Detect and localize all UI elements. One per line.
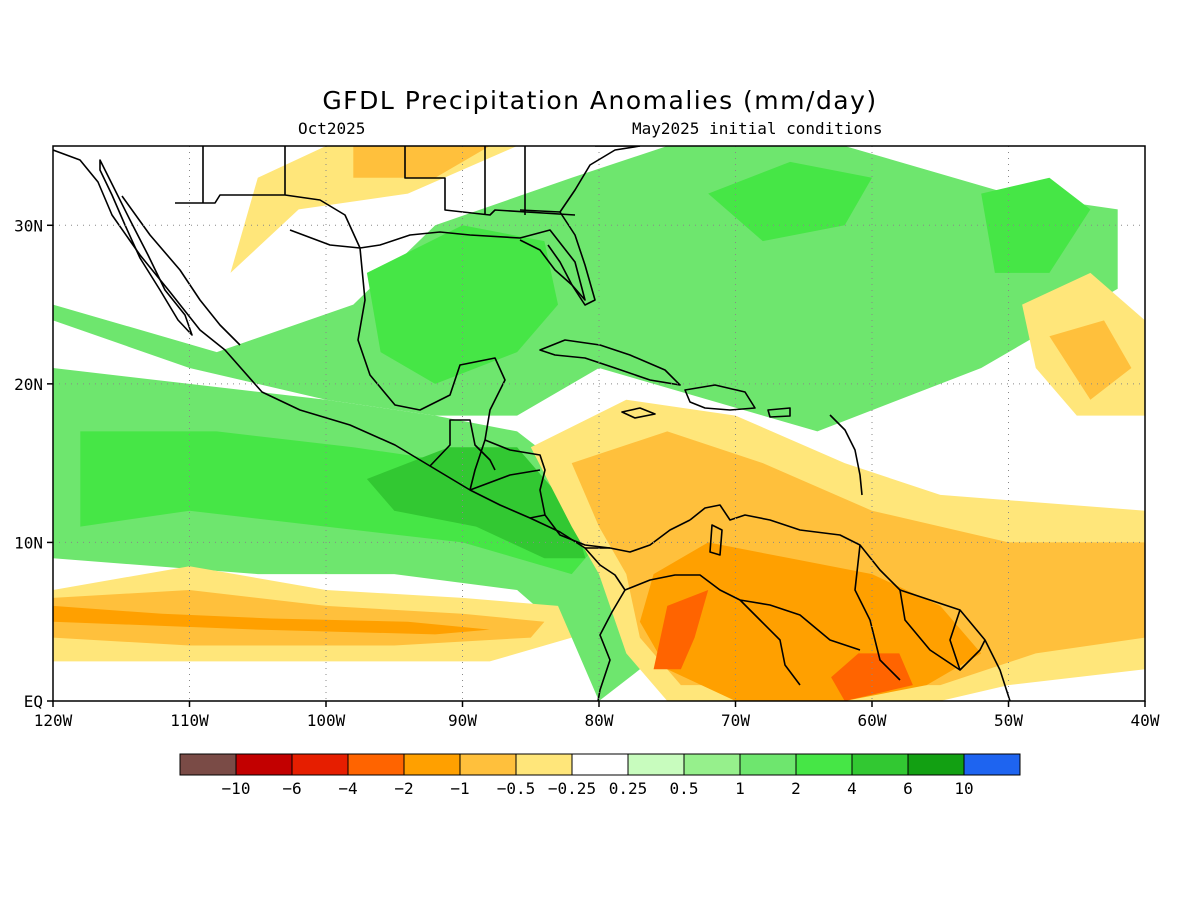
anomaly-region-gulf-of-mexico-wet <box>366 225 558 384</box>
lat-tick-label: EQ <box>24 692 43 711</box>
axis-ticks: 120W 110W 100W 90W 80W 70W 60W 50W 40W EQ 10N 20N 30… <box>14 216 1160 730</box>
legend-swatch <box>907 753 965 776</box>
lon-tick-label: 90W <box>448 711 477 730</box>
anomaly-region-us-dry-outer <box>230 146 518 273</box>
florida <box>519 209 596 306</box>
legend-label: 4 <box>847 779 857 798</box>
map-gridlines <box>53 146 1145 701</box>
legend-label: −0.25 <box>548 779 596 798</box>
legend-label: 0.5 <box>670 779 699 798</box>
legend-label: −10 <box>222 779 251 798</box>
color-legend: −10 −6 −4 −2 −1 −0.5 −0.25 0.25 0.5 1 2 4 6 10 <box>179 753 1021 798</box>
legend-label: 10 <box>954 779 973 798</box>
legend-swatch <box>571 753 629 776</box>
atlantic-coastline <box>559 146 641 213</box>
anomaly-region-itcz-dry-inner <box>53 605 490 635</box>
lat-tick-label: 30N <box>14 216 43 235</box>
pacific-coastline <box>53 149 626 701</box>
legend-swatch <box>851 753 909 776</box>
us-mexico-border <box>175 146 640 249</box>
hispaniola <box>684 384 756 411</box>
forecast-month: Oct2025 <box>298 119 366 138</box>
lon-tick-label: 80W <box>585 711 614 730</box>
legend-label: 6 <box>903 779 913 798</box>
anomaly-region-central-america-wet-core <box>366 447 586 559</box>
lon-tick-label: 100W <box>307 711 346 730</box>
baja-california <box>99 159 193 336</box>
legend-swatch <box>683 753 741 776</box>
coastlines <box>53 146 1011 701</box>
legend-swatch <box>179 753 237 776</box>
anomaly-region-atlantic-wet-core <box>708 161 872 242</box>
lon-tick-label: 50W <box>994 711 1023 730</box>
legend-swatch <box>795 753 853 776</box>
anomaly-region-east-atlantic-wet-core <box>981 177 1091 273</box>
lake-maracaibo <box>709 524 723 556</box>
south-america-borders <box>624 544 986 686</box>
legend-label: 1 <box>735 779 745 798</box>
lon-tick-label: 60W <box>858 711 887 730</box>
legend-label: −6 <box>282 779 301 798</box>
legend-swatch <box>403 753 461 776</box>
chart-title: GFDL Precipitation Anomalies (mm/day) <box>322 86 878 115</box>
anomaly-region-atlantic-dry-north-core <box>1049 320 1132 400</box>
legend-label: −1 <box>450 779 469 798</box>
lon-tick-label: 120W <box>34 711 73 730</box>
lesser-antilles <box>829 414 863 496</box>
lat-tick-label: 20N <box>14 375 43 394</box>
legend-swatch <box>963 753 1021 776</box>
anomaly-region-guiana-dry-inner <box>831 653 913 701</box>
legend-swatch <box>459 753 517 776</box>
lon-tick-label: 40W <box>1131 711 1160 730</box>
legend-label: 0.25 <box>609 779 648 798</box>
anomaly-region-north-america-wet-band <box>53 146 1118 432</box>
anomaly-region-colombia-dry-inner <box>653 590 709 670</box>
legend-swatch <box>627 753 685 776</box>
lon-tick-label: 110W <box>170 711 209 730</box>
south-america-north-coast <box>689 504 1011 701</box>
legend-label: −0.5 <box>497 779 536 798</box>
legend-label: −4 <box>338 779 357 798</box>
legend-swatch <box>515 753 573 776</box>
legend-swatch <box>235 753 293 776</box>
gulf-coastline <box>289 229 586 491</box>
puerto-rico <box>767 407 791 418</box>
legend-swatch <box>291 753 349 776</box>
central-america-caribbean-coast <box>484 439 691 553</box>
central-america-borders <box>429 419 610 549</box>
anomaly-region-us-dry-core <box>353 146 490 178</box>
cuba <box>539 339 681 386</box>
initial-conditions: May2025 initial conditions <box>632 119 883 138</box>
legend-swatch <box>739 753 797 776</box>
legend-swatch <box>347 753 405 776</box>
lon-tick-label: 70W <box>721 711 750 730</box>
anomaly-fills <box>53 146 1145 701</box>
legend-label: 2 <box>791 779 801 798</box>
jamaica <box>621 407 656 419</box>
legend-label: −2 <box>394 779 413 798</box>
lat-tick-label: 10N <box>14 533 43 552</box>
